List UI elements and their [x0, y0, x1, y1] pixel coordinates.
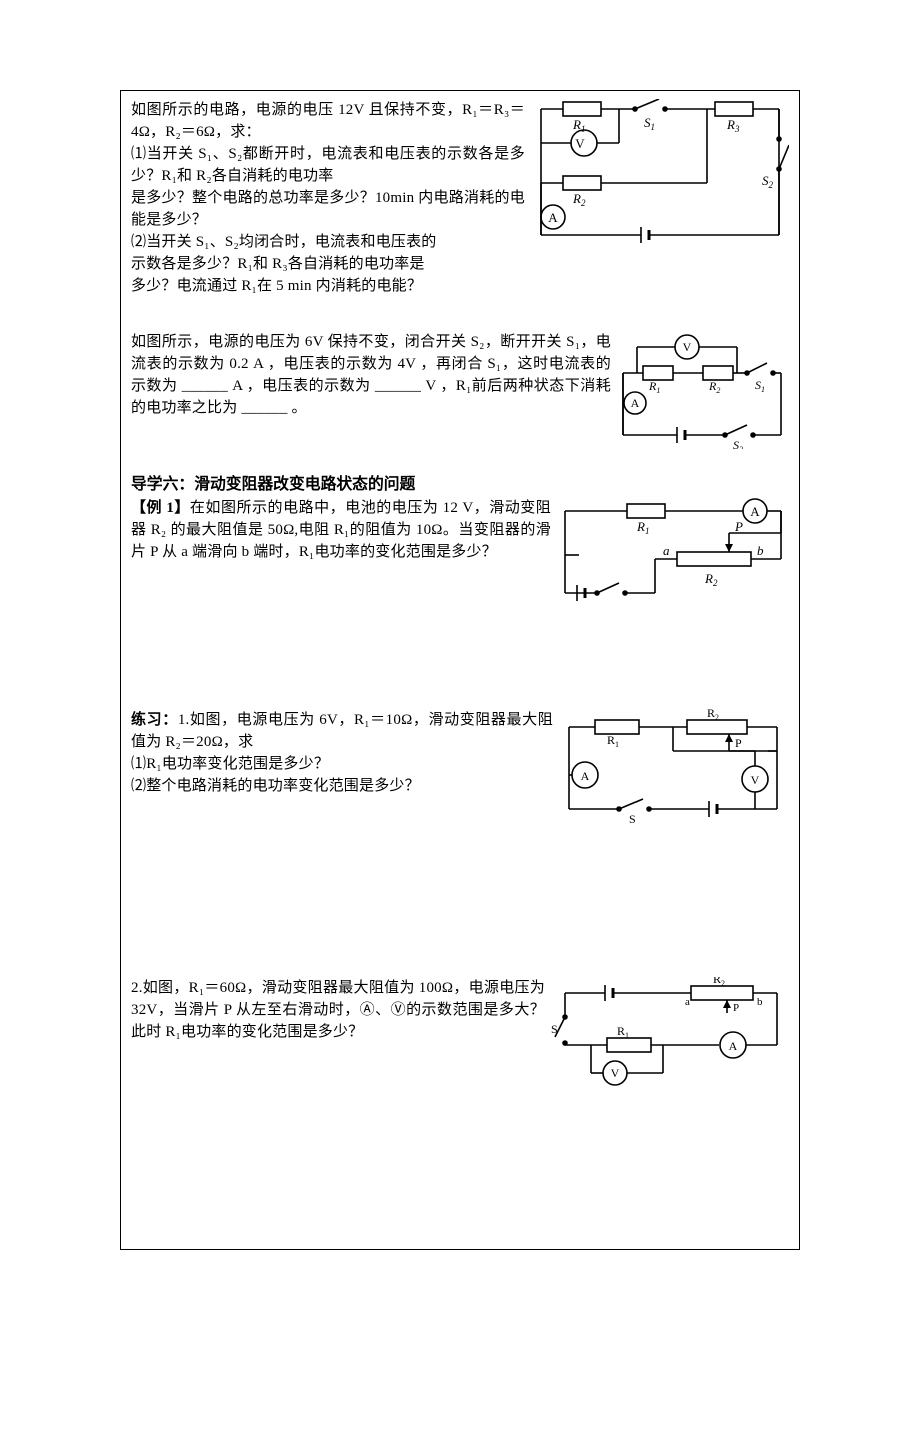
svg-text:R1: R1 [636, 519, 649, 536]
text: ⑴当开关 S₁、S₂都断开时，电流表和电压表的示数各是多少？R₁和 R₂各自消耗… [131, 146, 525, 184]
svg-text:V: V [751, 773, 760, 787]
practice-2: R2 a b P S R1 A V 2.如图，R₁＝60Ω，滑动变阻器最大阻值为… [131, 977, 789, 1093]
text: ⑵当开关 S₁、S₂均闭合时，电流表和电压表的 [131, 234, 437, 250]
svg-text:A: A [750, 504, 760, 519]
svg-text:a: a [663, 543, 670, 558]
practice-1: R1 R2 P A V S 练习：1.如图，电源电压为 6V，R₁＝10Ω，滑动… [131, 709, 789, 831]
svg-text:S2: S2 [762, 173, 774, 190]
section-heading-6: 导学六：滑动变阻器改变电路状态的问题 [131, 473, 789, 497]
text: 如图，电源电压为 6V，R₁＝10Ω，滑动变阻器最大阻值为 R₂＝20Ω，求 [131, 712, 553, 750]
text: 如图，R₁＝60Ω，滑动变阻器最大阻值为 100Ω，电源电压为 32V，当滑片 … [131, 980, 545, 1040]
text: 如图所示的电路，电源的电压 12V 且保持不变，R₁＝R₃＝4Ω，R₂＝6Ω，求… [131, 102, 525, 140]
label: 【例 1】 [131, 500, 190, 516]
circuit-diagram-p5: V R1 R2 S1 A S2 [617, 331, 789, 449]
svg-text:R1: R1 [648, 379, 660, 395]
text: 如图所示，电源的电压为 6V 保持不变，闭合开关 S₂，断开开关 S₁，电流表的… [131, 334, 611, 416]
svg-text:b: b [757, 543, 764, 558]
text: ⑵整个电路消耗的电功率变化范围是多少？ [131, 778, 420, 794]
problem-5: V R1 R2 S1 A S2 如图所示，电源的电压为 6V 保持不变，闭合开关… [131, 331, 789, 453]
circuit-diagram-ex1: R1 A P a b R2 [557, 497, 789, 609]
circuit-diagram-p4: R1 S1 R3 V R2 S2 A [531, 99, 789, 249]
content-box: R1 S1 R3 V R2 S2 A 如图所示的电路，电源的电压 12V 且保持… [120, 90, 800, 1250]
svg-text:a: a [685, 996, 690, 1008]
svg-text:S: S [551, 1022, 558, 1036]
page: R1 S1 R3 V R2 S2 A 如图所示的电路，电源的电压 12V 且保持… [0, 0, 920, 1450]
text: 2. [131, 980, 143, 996]
circuit-diagram-prac2: R2 a b P S R1 A V [551, 977, 789, 1089]
svg-text:V: V [683, 340, 692, 354]
svg-text:S1: S1 [644, 115, 655, 132]
svg-text:S: S [629, 812, 636, 826]
svg-text:S2: S2 [733, 438, 743, 449]
svg-text:P: P [734, 519, 743, 534]
svg-text:A: A [729, 1039, 738, 1053]
svg-text:b: b [757, 996, 763, 1008]
svg-text:R1: R1 [617, 1024, 629, 1040]
circuit-diagram-prac1: R1 R2 P A V S [559, 709, 789, 827]
svg-text:V: V [611, 1066, 620, 1080]
svg-text:P: P [733, 1002, 739, 1014]
svg-text:S1: S1 [755, 378, 765, 394]
text: 多少？电流通过 R₁在 5 min 内消耗的电能？ [131, 278, 422, 294]
text: ⑴R₁电功率变化范围是多少？ [131, 756, 329, 772]
text: 1. [178, 712, 190, 728]
svg-text:R2: R2 [708, 379, 720, 395]
svg-text:R2: R2 [572, 191, 586, 208]
problem-4: R1 S1 R3 V R2 S2 A 如图所示的电路，电源的电压 12V 且保持… [131, 99, 789, 297]
text: 示数各是多少？R₁和 R₃各自消耗的电功率是 [131, 256, 425, 272]
example-1: R1 A P a b R2 【例 1】在如图所示的电路中，电池的电压为 12 V… [131, 497, 789, 613]
svg-text:R1: R1 [572, 117, 585, 134]
svg-text:A: A [631, 396, 640, 410]
svg-text:R3: R3 [726, 117, 740, 134]
text: 在如图所示的电路中，电池的电压为 12 V，滑动变阻器 R₂ 的最大阻值是 50… [131, 500, 551, 560]
svg-text:P: P [735, 736, 742, 750]
svg-text:A: A [548, 210, 558, 225]
svg-text:A: A [581, 769, 590, 783]
text: 是多少？整个电路的总功率是多少？10min 内电路消耗的电能是多少？ [131, 190, 525, 228]
svg-text:V: V [575, 136, 585, 151]
svg-text:R1: R1 [607, 733, 619, 749]
svg-text:R2: R2 [704, 571, 718, 588]
label: 练习： [131, 712, 178, 728]
